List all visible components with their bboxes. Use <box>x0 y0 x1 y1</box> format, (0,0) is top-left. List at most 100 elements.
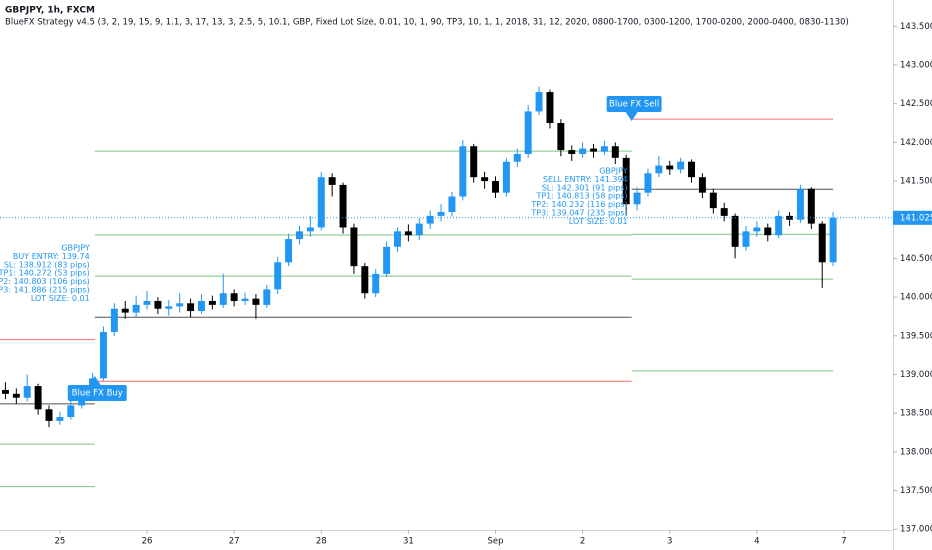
candle-body <box>448 196 456 212</box>
candle-body <box>796 188 804 220</box>
candle-body <box>34 386 42 410</box>
x-tick-label: 27 <box>229 537 240 547</box>
y-tick-label: 143.500 <box>900 22 932 32</box>
candle-body <box>666 165 674 170</box>
buy-info-line: TP3: 141.886 (215 pips) <box>0 286 90 295</box>
candle-body <box>633 192 641 205</box>
candle-body <box>502 161 510 193</box>
candle-body <box>644 173 652 193</box>
buy-info-line: LOT SIZE: 0.01 <box>31 294 90 303</box>
candle-body <box>775 215 783 236</box>
candle-body <box>230 293 238 301</box>
candle-body <box>121 308 129 313</box>
candle-body <box>274 262 282 290</box>
y-tick-label: 137.000 <box>900 525 932 535</box>
x-tick-label: 7 <box>841 537 846 547</box>
candle-body <box>404 231 412 236</box>
x-tick-label: 28 <box>316 537 327 547</box>
sell-info-line: GBPJPY <box>599 167 628 176</box>
y-tick-label: 142.000 <box>900 138 932 148</box>
buy-info-line: SL: 138.912 (83 pips) <box>4 260 90 269</box>
x-tick-label: 31 <box>403 537 414 547</box>
candle-body <box>568 150 576 154</box>
candle-body <box>154 300 162 309</box>
y-tick-label: 140.500 <box>900 254 932 264</box>
sell-tag <box>606 96 662 112</box>
candle-body <box>12 393 20 398</box>
candle-body <box>655 165 663 174</box>
candle-body <box>720 208 728 216</box>
candle-body <box>252 298 260 305</box>
sell-tag-label: Blue FX Sell <box>609 100 659 110</box>
x-tick-label: 25 <box>54 537 65 547</box>
candle-body <box>350 227 358 267</box>
y-tick-label: 143.000 <box>900 60 932 70</box>
candle-body <box>241 298 249 301</box>
buy-info-line: TP2: 140.803 (106 pips) <box>0 277 90 286</box>
buy-tag-pointer <box>88 376 101 385</box>
y-tick-label: 138.500 <box>900 409 932 419</box>
buy-tag <box>67 385 127 401</box>
candle-body <box>383 246 391 274</box>
y-tick-label: 139.500 <box>900 331 932 341</box>
sell-info-line: SELL ENTRY: 141.394 <box>543 175 628 184</box>
sell-info-line: TP2: 140.232 (116 pips) <box>530 200 627 209</box>
y-tick-label: 138.000 <box>900 447 932 457</box>
candle-body <box>110 308 118 332</box>
candle-body <box>807 188 815 224</box>
candle-body <box>306 227 314 232</box>
y-tick-label: 141.500 <box>900 177 932 187</box>
candle-body <box>535 92 543 112</box>
last-price-label: 141.025 <box>900 213 932 223</box>
x-tick-label: 4 <box>754 537 759 547</box>
candle-body <box>56 417 64 421</box>
candle-body <box>394 231 401 247</box>
candle-body <box>829 217 837 263</box>
candle-body <box>45 409 53 421</box>
candle-body <box>328 177 336 185</box>
candle-body <box>677 161 685 170</box>
candle-body <box>622 157 630 205</box>
candle-body <box>99 331 107 379</box>
x-tick-label: Sep <box>487 537 503 547</box>
y-tick-label: 140.000 <box>900 293 932 303</box>
sell-info-line: SL: 142.301 (91 pips) <box>542 183 628 192</box>
candle-body <box>219 293 227 305</box>
candle-body <box>600 146 608 152</box>
candle-body <box>372 273 380 294</box>
candle-body <box>187 303 195 312</box>
candle-body <box>165 306 173 309</box>
candle-body <box>285 239 293 263</box>
candle-body <box>753 227 761 232</box>
candle-body <box>459 146 467 197</box>
candle-body <box>339 184 347 228</box>
candle-body <box>688 161 696 178</box>
candle-body <box>437 212 445 216</box>
candle-body <box>481 177 489 182</box>
last-price-box <box>893 210 932 225</box>
candle-body <box>415 223 423 236</box>
y-tick-label: 137.500 <box>900 486 932 496</box>
candle-body <box>818 223 826 263</box>
sell-tag-pointer <box>625 112 638 121</box>
buy-info-line: TP1: 140.272 (53 pips) <box>0 269 90 278</box>
candle-body <box>698 177 706 193</box>
candle-body <box>143 300 151 305</box>
candle-body <box>426 215 434 224</box>
candle-body <box>208 300 216 305</box>
strategy-line: BlueFX Strategy v4.5 (3, 2, 19, 15, 9, 1… <box>5 18 849 28</box>
candle-body <box>295 231 303 240</box>
sell-info-line: LOT SIZE: 0.01 <box>569 217 628 226</box>
x-tick-label: 3 <box>667 537 672 547</box>
candle-body <box>67 405 75 418</box>
y-tick-label: 142.500 <box>900 99 932 109</box>
buy-tag-label: Blue FX Buy <box>72 389 123 399</box>
chart-title: GBPJPY, 1h, FXCM <box>5 6 95 16</box>
candle-body <box>731 215 739 247</box>
candle-body <box>361 266 369 294</box>
candle-body <box>524 111 532 154</box>
candle-body <box>742 231 750 247</box>
candle-body <box>492 181 499 193</box>
